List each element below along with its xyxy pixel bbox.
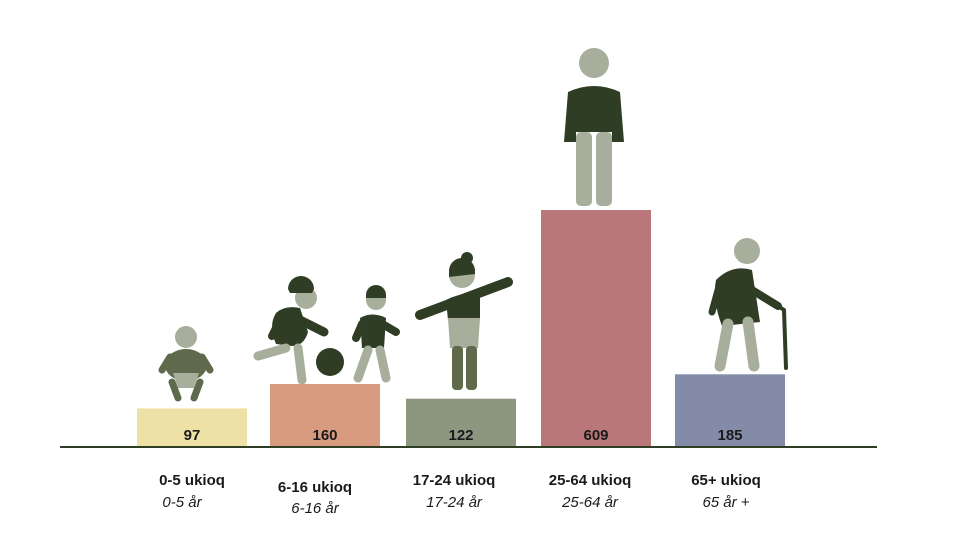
bar-25-64 bbox=[541, 210, 651, 446]
value-labels-group: 97 160 122 609 185 bbox=[184, 427, 743, 444]
category-label-65-plus: 65+ ukioq bbox=[691, 472, 761, 489]
value-label-6-16: 160 bbox=[312, 427, 337, 444]
category-sublabel-17-24: 17-24 år bbox=[426, 494, 483, 511]
value-label-0-5: 97 bbox=[184, 427, 201, 444]
bar-6-16 bbox=[270, 383, 380, 446]
category-sublabel-25-64: 25-64 år bbox=[561, 494, 619, 511]
children-icon bbox=[253, 276, 400, 385]
category-sublabel-0-5: 0-5 år bbox=[162, 494, 202, 511]
adult-icon bbox=[564, 48, 624, 206]
value-label-25-64: 609 bbox=[583, 427, 608, 444]
category-labels-group: 0-5 ukioq 0-5 år 6-16 ukioq 6-16 år 17-2… bbox=[159, 472, 761, 517]
category-label-25-64: 25-64 ukioq bbox=[549, 472, 632, 489]
category-label-0-5: 0-5 ukioq bbox=[159, 472, 225, 489]
youth-icon bbox=[415, 252, 513, 390]
bar-65-plus bbox=[675, 374, 785, 446]
elderly-icon bbox=[708, 238, 788, 372]
baby-icon bbox=[158, 326, 214, 402]
category-sublabel-6-16: 6-16 år bbox=[291, 500, 340, 517]
bar-0-5 bbox=[137, 408, 247, 446]
value-label-65-plus: 185 bbox=[717, 427, 742, 444]
bar-17-24 bbox=[406, 398, 516, 446]
category-label-6-16: 6-16 ukioq bbox=[278, 479, 352, 496]
bars-group bbox=[137, 210, 785, 446]
category-sublabel-65-plus: 65 år + bbox=[702, 494, 749, 511]
category-label-17-24: 17-24 ukioq bbox=[413, 472, 496, 489]
value-label-17-24: 122 bbox=[448, 427, 473, 444]
